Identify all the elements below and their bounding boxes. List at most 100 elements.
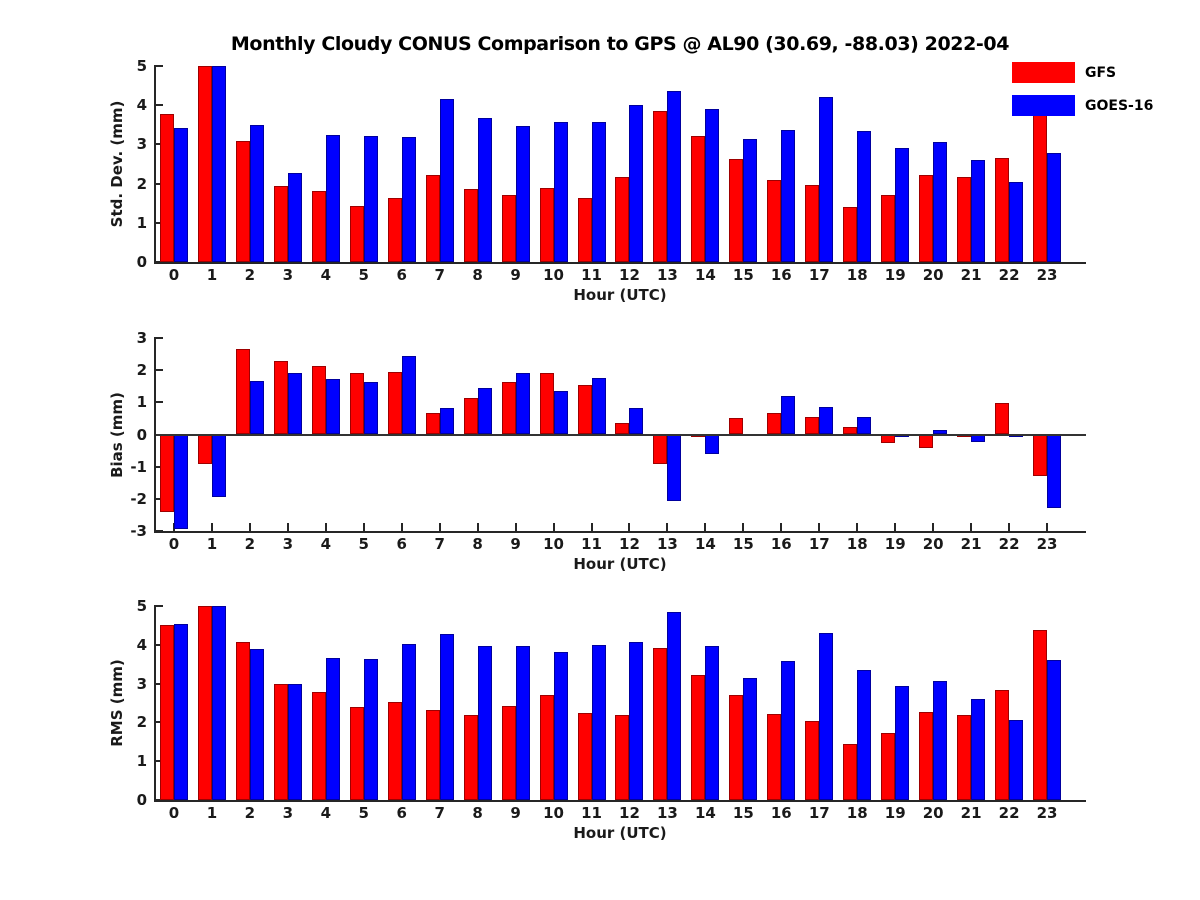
bar-goes16-hour-18 (857, 669, 872, 800)
x-tick-label-hour-21: 21 (960, 804, 982, 822)
bar-gfs-hour-21 (957, 176, 972, 262)
y-tick (156, 497, 163, 500)
bar-gfs-hour-3 (273, 684, 288, 800)
bar-gfs-hour-11 (577, 198, 592, 262)
bar-goes16-hour-6 (401, 643, 416, 800)
bar-goes16-hour-12 (629, 408, 644, 435)
x-tick (210, 523, 213, 531)
x-tick-label-hour-2: 2 (244, 804, 256, 822)
x-tick-label-hour-0: 0 (168, 266, 180, 284)
x-tick-label-hour-10: 10 (543, 266, 564, 284)
bar-gfs-hour-4 (311, 366, 326, 435)
x-tick-label-hour-10: 10 (543, 804, 564, 822)
x-tick (514, 523, 517, 531)
x-tick-label-hour-17: 17 (808, 535, 830, 553)
bar-gfs-hour-5 (349, 706, 364, 800)
bar-goes16-hour-12 (629, 105, 644, 262)
y-tick (156, 401, 163, 404)
x-tick (704, 523, 707, 531)
x-tick-label-hour-6: 6 (396, 266, 407, 284)
bar-goes16-hour-3 (287, 172, 302, 262)
bar-goes16-hour-12 (629, 641, 644, 800)
bar-goes16-hour-0 (173, 127, 188, 262)
legend-swatch-goes16 (1012, 95, 1075, 116)
bar-gfs-hour-5 (349, 205, 364, 262)
legend-entry-goes16: GOES-16 (1012, 95, 1153, 116)
bar-goes16-hour-20 (933, 680, 948, 800)
x-tick-label-hour-9: 9 (510, 804, 521, 822)
bar-goes16-hour-1 (211, 66, 226, 262)
bar-goes16-hour-9 (515, 372, 530, 435)
bar-gfs-hour-6 (387, 702, 402, 800)
bar-goes16-hour-5 (363, 659, 378, 800)
bar-goes16-hour-6 (401, 355, 416, 435)
bar-gfs-hour-13 (653, 648, 668, 800)
x-tick (628, 523, 631, 531)
x-tick-label-hour-12: 12 (619, 535, 640, 553)
x-tick-label-hour-20: 20 (922, 535, 944, 553)
bar-gfs-hour-1 (197, 434, 212, 465)
y-tick (156, 643, 163, 646)
bar-goes16-hour-11 (591, 377, 606, 435)
bar-goes16-hour-9 (515, 645, 530, 800)
bar-gfs-hour-15 (729, 158, 744, 262)
bar-goes16-hour-7 (439, 408, 454, 435)
y-tick-label: 5 (136, 597, 147, 615)
x-axis-title-rms-mm: Hour (UTC) (573, 824, 667, 842)
bar-goes16-hour-4 (325, 378, 340, 435)
y-tick (156, 369, 163, 372)
bar-gfs-hour-12 (615, 715, 630, 800)
x-tick-label-hour-7: 7 (434, 535, 445, 553)
x-tick-label-hour-21: 21 (960, 535, 982, 553)
x-tick (362, 523, 365, 531)
bar-gfs-hour-11 (577, 713, 592, 800)
y-tick-label: -2 (130, 489, 147, 508)
x-tick-label-hour-4: 4 (320, 804, 332, 822)
bar-goes16-hour-23 (1047, 434, 1062, 508)
bar-gfs-hour-19 (881, 195, 896, 262)
bar-gfs-hour-16 (767, 413, 782, 435)
x-tick-label-hour-11: 11 (581, 266, 602, 284)
bar-goes16-hour-23 (1047, 660, 1062, 800)
bar-gfs-hour-19 (881, 732, 896, 800)
x-tick-label-hour-19: 19 (884, 804, 906, 822)
x-tick (1046, 523, 1049, 531)
x-tick-label-hour-0: 0 (168, 804, 180, 822)
bar-goes16-hour-13 (667, 611, 682, 800)
x-tick-label-hour-20: 20 (922, 804, 944, 822)
x-tick-label-hour-5: 5 (358, 535, 369, 553)
x-tick-label-hour-14: 14 (694, 266, 716, 284)
bar-gfs-hour-3 (273, 186, 288, 262)
x-tick-label-hour-16: 16 (770, 266, 792, 284)
x-tick-label-hour-23: 23 (1036, 535, 1058, 553)
bar-gfs-hour-14 (691, 675, 706, 800)
legend-entry-gfs: GFS (1012, 62, 1153, 83)
x-tick-label-hour-8: 8 (472, 266, 483, 284)
bar-goes16-hour-11 (591, 121, 606, 262)
x-axis-line (154, 262, 1086, 264)
x-tick-label-hour-23: 23 (1036, 804, 1058, 822)
bar-gfs-hour-0 (159, 625, 174, 800)
bar-goes16-hour-19 (895, 686, 910, 800)
x-tick (400, 523, 403, 531)
y-axis-line (154, 337, 156, 532)
bar-gfs-hour-2 (235, 349, 250, 435)
y-tick (156, 337, 163, 339)
bar-gfs-hour-19 (881, 434, 896, 443)
y-tick-label: 1 (136, 393, 147, 412)
bar-goes16-hour-14 (705, 434, 720, 455)
bar-goes16-hour-2 (249, 648, 264, 800)
x-tick-label-hour-11: 11 (581, 535, 602, 553)
x-axis-line (154, 531, 1086, 533)
y-axis-line (154, 605, 156, 801)
bar-gfs-hour-2 (235, 641, 250, 800)
x-tick-label-hour-19: 19 (884, 535, 906, 553)
bar-gfs-hour-11 (577, 384, 592, 435)
bar-goes16-hour-5 (363, 135, 378, 262)
bar-goes16-hour-8 (477, 646, 492, 800)
y-tick (156, 682, 163, 685)
bar-goes16-hour-13 (667, 434, 682, 502)
x-tick-label-hour-17: 17 (808, 266, 830, 284)
bar-goes16-hour-1 (211, 434, 226, 497)
x-tick (590, 523, 593, 531)
